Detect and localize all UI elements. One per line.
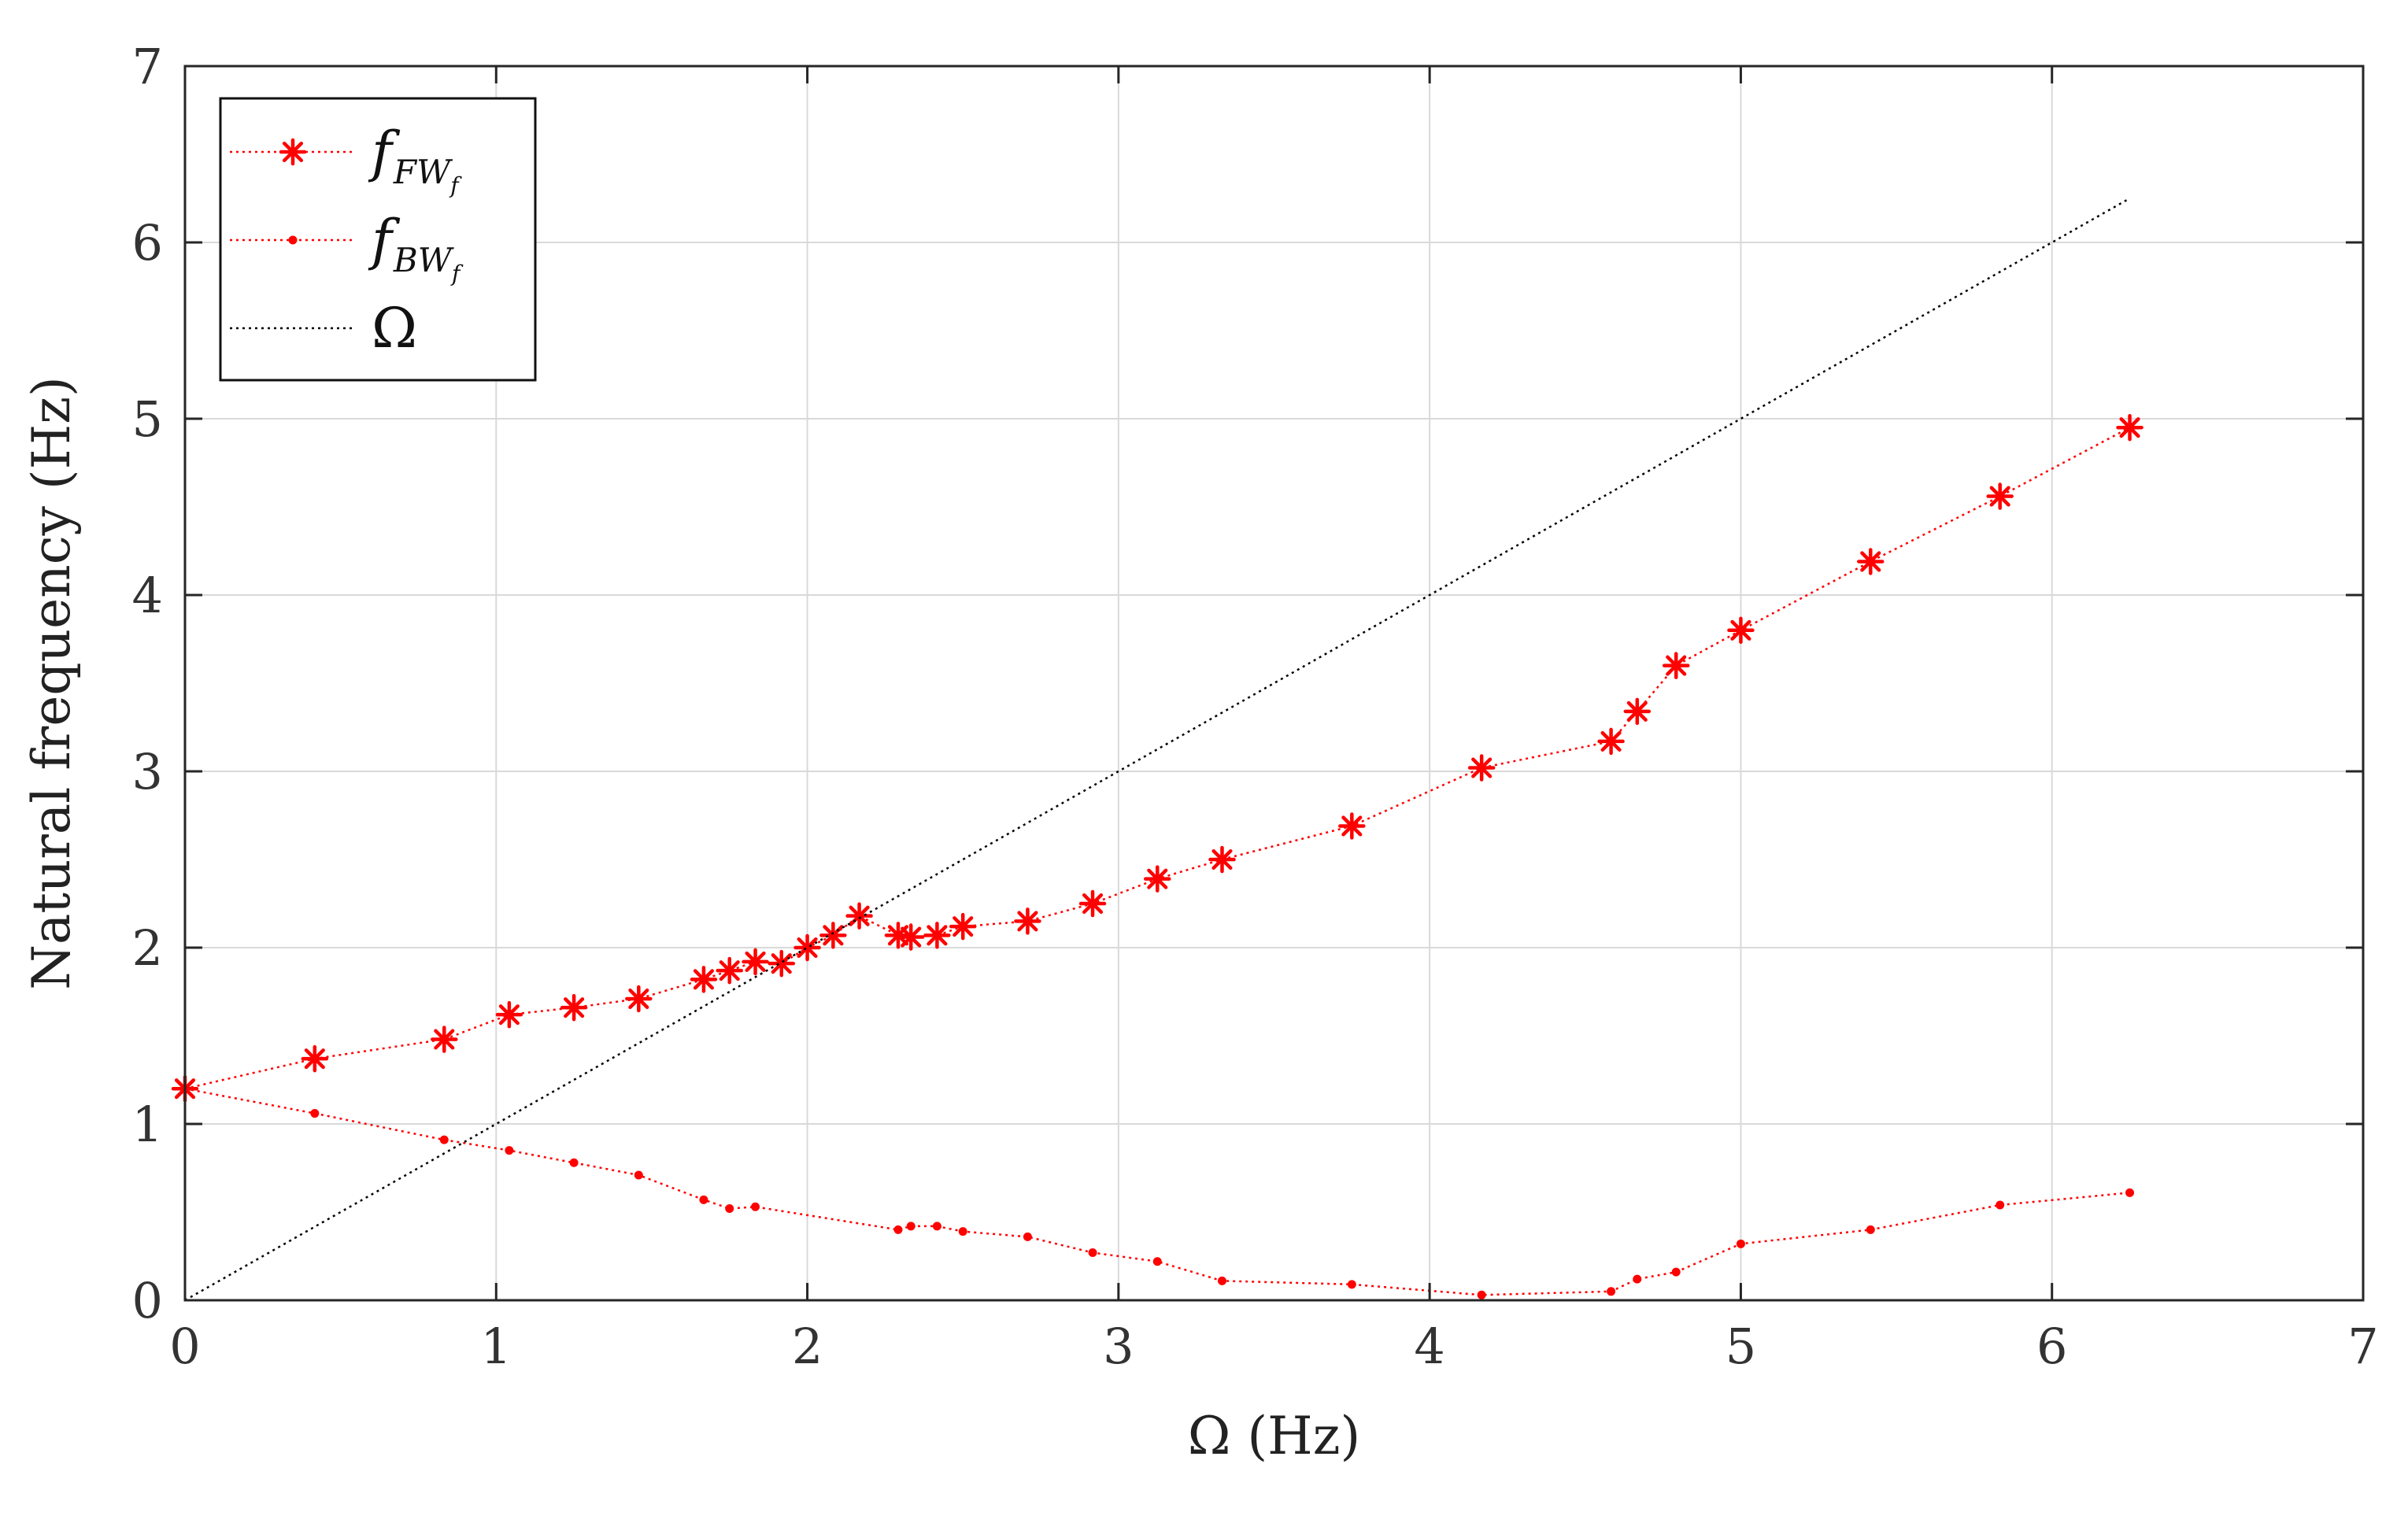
data-point: [1736, 1239, 1745, 1248]
data-point: [906, 1222, 915, 1231]
x-tick-label: 1: [481, 1318, 512, 1375]
data-point: [1338, 812, 1366, 840]
data-point: [923, 922, 951, 949]
y-axis-label: Natural frequency (Hz): [21, 376, 82, 990]
data-point: [1996, 1200, 2005, 1210]
data-point: [1477, 1290, 1486, 1299]
x-tick-label: 2: [792, 1318, 823, 1375]
legend-box: [219, 97, 537, 382]
data-point: [893, 1225, 903, 1234]
data-point: [751, 1202, 760, 1211]
legend-marker: [279, 138, 307, 166]
data-point: [1144, 865, 1171, 893]
data-point: [495, 1000, 523, 1029]
data-point: [768, 949, 796, 978]
legend-marker: [288, 235, 298, 245]
data-point: [742, 948, 769, 976]
x-tick-label: 7: [2347, 1318, 2378, 1375]
x-tick-label: 6: [2036, 1318, 2067, 1375]
data-point: [1662, 652, 1690, 679]
data-point: [958, 1227, 967, 1237]
y-tick-label: 0: [132, 1272, 163, 1329]
data-point: [1866, 1225, 1875, 1234]
data-point: [1014, 908, 1041, 935]
data-point: [2116, 413, 2144, 442]
series-2: [180, 1084, 2135, 1299]
series-1: [171, 413, 2144, 1103]
data-point: [845, 902, 873, 930]
legend-label: Ω: [372, 296, 417, 360]
y-tick-label: 2: [132, 919, 163, 977]
data-point: [310, 1109, 320, 1118]
data-point: [699, 1195, 708, 1204]
y-tick-label: 5: [132, 390, 163, 448]
legend-item: fFWf: [230, 120, 462, 198]
x-tick-label: 3: [1103, 1318, 1134, 1375]
data-point: [897, 923, 925, 951]
legend-label: fFWf: [368, 120, 462, 198]
y-tick-label: 4: [132, 567, 163, 624]
data-point: [690, 966, 718, 993]
data-point: [1347, 1280, 1356, 1289]
data-point: [431, 1026, 458, 1053]
data-point: [819, 922, 847, 949]
data-point: [1633, 1274, 1642, 1284]
data-point: [439, 1135, 449, 1144]
x-axis-label: Ω (Hz): [1188, 1406, 1361, 1466]
data-point: [569, 1158, 579, 1167]
data-point: [1607, 1287, 1616, 1296]
x-tick-label: 0: [169, 1318, 200, 1375]
data-point: [625, 985, 653, 1013]
data-point: [1623, 697, 1652, 726]
data-point: [634, 1170, 643, 1180]
data-point: [1023, 1232, 1032, 1241]
plot-frame: [183, 65, 2365, 1302]
data-point: [301, 1044, 329, 1073]
series-line: [184, 197, 2131, 1302]
data-point: [1727, 616, 1755, 645]
y-tick-label: 3: [132, 743, 163, 800]
data-point: [1986, 482, 2014, 510]
x-tick-label: 4: [1414, 1318, 1444, 1375]
data-point: [949, 912, 977, 941]
plot-series: [171, 197, 2144, 1302]
legend-item: Ω: [230, 296, 417, 360]
data-point: [1857, 548, 1885, 575]
data-point: [1208, 845, 1236, 874]
data-point: [716, 956, 743, 985]
data-point: [932, 1222, 941, 1231]
data-point: [1078, 889, 1107, 918]
data-point: [2125, 1188, 2135, 1197]
y-tick-label: 1: [132, 1096, 163, 1153]
data-point: [1597, 727, 1625, 756]
data-point: [1152, 1257, 1162, 1266]
data-point: [1217, 1276, 1226, 1285]
data-point: [560, 993, 588, 1022]
data-point: [1671, 1267, 1681, 1277]
data-point: [793, 933, 821, 962]
axis-ticks: 0 1 2 3 4 5 6 7 0 1 2 3 4 5 6 7: [132, 38, 2379, 1375]
x-tick-label: 5: [1726, 1318, 1756, 1375]
data-point: [1467, 754, 1496, 782]
data-point: [725, 1204, 734, 1214]
data-point: [505, 1146, 514, 1155]
y-tick-label: 6: [132, 214, 163, 272]
grid: [185, 66, 2363, 1300]
y-tick-label: 7: [132, 38, 163, 95]
data-point: [1088, 1248, 1097, 1258]
series-3: [184, 197, 2131, 1302]
